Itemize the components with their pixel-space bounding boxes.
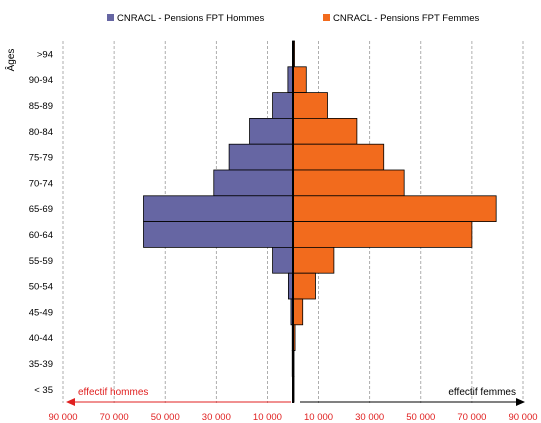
y-tick-label-8: 55-59 [29, 256, 53, 267]
bar-hommes-4 [228, 143, 294, 171]
y-tick-label-2: 85-89 [29, 101, 53, 112]
legend-label-hommes: CNRACL - Pensions FPT Hommes [117, 13, 265, 24]
legend-item-femmes: CNRACL - Pensions FPT Femmes [323, 13, 479, 24]
x-tick-label-4: 10 000 [253, 412, 282, 423]
legend-swatch-hommes [107, 14, 114, 21]
x-tick-label-7: 50 000 [406, 412, 435, 423]
x-tick-labels: 90 000 70 000 50 000 30 000 10 000 10 000 30 0… [48, 412, 537, 423]
y-tick-label-1: 90-94 [29, 75, 53, 86]
bar-hommes-3 [249, 118, 294, 145]
legend-swatch-femmes [323, 14, 330, 21]
y-tick-label-10: 45-49 [29, 307, 53, 318]
y-tick-labels: >94 90-94 85-89 80-84 75-79 70-74 65-69 60-64 55… [29, 49, 53, 395]
y-tick-label-12: 35-39 [29, 359, 53, 370]
bars [143, 40, 497, 403]
y-tick-label-3: 80-84 [29, 127, 53, 138]
bar-hommes-6 [143, 195, 294, 223]
legend-item-hommes: CNRACL - Pensions FPT Hommes [107, 13, 265, 24]
right-arrowhead [516, 398, 525, 406]
x-tick-label-6: 30 000 [355, 412, 384, 423]
bar-hommes-2 [272, 92, 294, 119]
bar-femmes-5 [292, 169, 405, 197]
y-tick-label-7: 60-64 [29, 230, 53, 241]
bar-femmes-1 [292, 66, 307, 94]
x-tick-label-2: 50 000 [151, 412, 180, 423]
bar-hommes-5 [213, 169, 294, 197]
y-tick-label-4: 75-79 [29, 153, 53, 164]
bar-femmes-6 [292, 195, 497, 223]
bar-hommes-7 [143, 221, 294, 248]
bar-femmes-8 [292, 246, 335, 274]
legend: CNRACL - Pensions FPT Hommes CNRACL - Pe… [107, 13, 479, 24]
bar-femmes-4 [292, 143, 385, 171]
y-tick-label-0: >94 [37, 49, 53, 60]
x-tick-label-1: 70 000 [100, 412, 129, 423]
bar-femmes-9 [292, 272, 316, 300]
y-tick-label-5: 70-74 [29, 178, 53, 189]
y-tick-label-9: 50-54 [29, 282, 53, 293]
y-tick-label-6: 65-69 [29, 204, 53, 215]
y-tick-label-13: < 35 [34, 385, 53, 396]
right-arrow-label: effectif femmes [448, 387, 516, 398]
bar-femmes-7 [292, 221, 473, 248]
direction-arrows: effectif hommes effectif femmes [66, 387, 525, 406]
x-tick-label-8: 70 000 [457, 412, 486, 423]
left-arrowhead [66, 398, 75, 406]
bar-hommes-8 [272, 246, 294, 274]
left-arrow-label: effectif hommes [78, 387, 148, 398]
x-tick-label-9: 90 000 [508, 412, 537, 423]
y-tick-label-11: 40-44 [29, 333, 53, 344]
y-axis-title: Âges [4, 49, 17, 72]
x-tick-label-5: 10 000 [304, 412, 333, 423]
x-tick-label-0: 90 000 [48, 412, 77, 423]
bar-femmes-3 [292, 118, 358, 145]
bar-femmes-10 [292, 298, 304, 326]
x-tick-label-3: 30 000 [202, 412, 231, 423]
bar-femmes-2 [292, 92, 328, 119]
legend-label-femmes: CNRACL - Pensions FPT Femmes [333, 13, 479, 24]
